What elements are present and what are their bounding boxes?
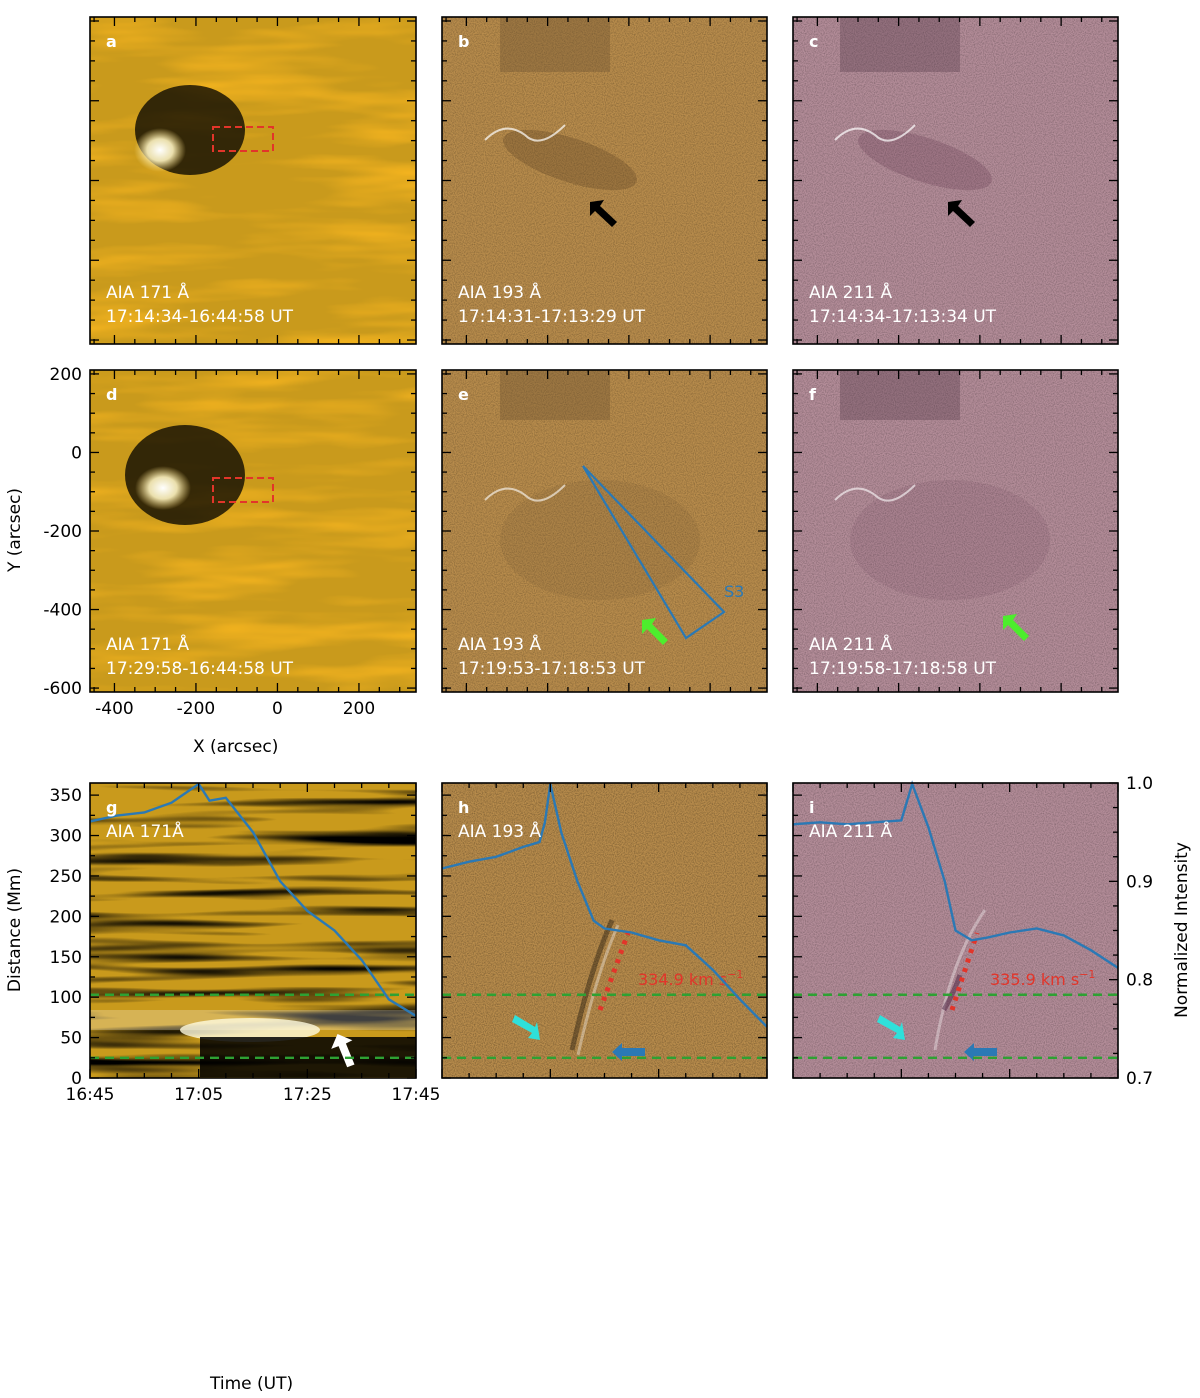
region-box xyxy=(212,126,274,152)
speed-fit-line xyxy=(949,932,980,1011)
panel-b: b AIA 193 Å 17:14:31-17:13:29 UT xyxy=(441,16,768,345)
y2-tick-label: 0.7 xyxy=(1126,1069,1153,1089)
panel-e: S3 e AIA 193 Å 17:19:53-17:18:53 UT xyxy=(441,369,768,693)
panel-letter: b xyxy=(458,32,469,51)
y-tick-label: 0 xyxy=(71,1069,82,1089)
x-tick-label: -400 xyxy=(95,699,134,719)
slit-label: S3 xyxy=(724,582,744,601)
panel-letter: d xyxy=(106,385,117,404)
panel-c: c AIA 211 Å 17:14:34-17:13:34 UT xyxy=(792,16,1119,345)
black-arrow xyxy=(590,200,617,227)
blue-arrow xyxy=(964,1043,997,1061)
speed-label: 335.9 km s−1 xyxy=(990,968,1095,989)
y-tick-label: 200 xyxy=(50,907,82,927)
y-axis-label: Y (arcsec) xyxy=(5,488,25,573)
x-axis-label: X (arcsec) xyxy=(193,737,278,757)
y2-axis-label: Normalized Intensity xyxy=(1172,842,1192,1018)
intensity-curve xyxy=(792,780,1119,969)
panel-letter: f xyxy=(809,385,817,404)
panel-time: 17:14:34-17:13:34 UT xyxy=(809,307,997,327)
panel-f: f AIA 211 Å 17:19:58-17:18:58 UT xyxy=(792,369,1119,693)
cyan-arrow xyxy=(512,1015,540,1040)
panel-label: AIA 193 Å xyxy=(458,281,542,303)
panel-a: a AIA 171 Å 17:14:34-16:44:58 UT xyxy=(89,16,417,345)
y-tick-label: -400 xyxy=(43,601,82,621)
panel-i: 335.9 km s−1 i AIA 211 Å xyxy=(792,780,1119,1079)
panel-time: 17:29:58-16:44:58 UT xyxy=(106,659,294,679)
x-tick-label: 200 xyxy=(343,699,375,719)
speed-fit-line xyxy=(597,932,631,1011)
panel-letter: c xyxy=(809,32,818,51)
blue-arrow xyxy=(612,1043,645,1061)
panel-label: AIA 171 Å xyxy=(106,281,190,303)
y-tick-label: 350 xyxy=(50,786,82,806)
panel-time: 17:19:53-17:18:53 UT xyxy=(458,659,646,679)
intensity-curve xyxy=(89,782,417,1018)
y-tick-label: 300 xyxy=(50,827,82,847)
panel-g: g AIA 171Å xyxy=(89,782,417,1079)
panel-label: AIA 171 Å xyxy=(106,633,190,655)
y-axis-label: Distance (Mm) xyxy=(5,868,25,992)
cyan-arrow xyxy=(877,1015,905,1040)
y-tick-label: 150 xyxy=(50,948,82,968)
y-tick-label: 50 xyxy=(60,1029,82,1049)
y-tick-label: 0 xyxy=(71,443,82,463)
y-tick-label: 200 xyxy=(50,365,82,385)
x-tick-label: -200 xyxy=(177,699,216,719)
region-box xyxy=(212,477,274,503)
intensity-curve xyxy=(441,783,768,1028)
panel-label: AIA 211 Å xyxy=(809,633,893,655)
black-arrow xyxy=(948,200,975,227)
y2-tick-label: 1.0 xyxy=(1126,774,1153,794)
panel-d: d AIA 171 Å 17:29:58-16:44:58 UT xyxy=(89,369,417,693)
panel-label: AIA 193 Å xyxy=(458,633,542,655)
panel-letter: e xyxy=(458,385,469,404)
y-tick-label: -200 xyxy=(43,522,82,542)
panel-time: 17:14:34-16:44:58 UT xyxy=(106,307,294,327)
x-tick-label: 17:05 xyxy=(174,1085,223,1105)
x-tick-label: 16:45 xyxy=(66,1085,115,1105)
x-axis-label: Time (UT) xyxy=(209,1374,293,1394)
speed-label: 334.9 km s−1 xyxy=(638,968,743,989)
panel-letter: h xyxy=(458,798,469,817)
panel-h: 334.9 km s−1 h AIA 193 Å xyxy=(441,782,768,1079)
x-tick-label: 17:45 xyxy=(392,1085,441,1105)
panel-letter: a xyxy=(106,32,117,51)
green-arrow xyxy=(1003,614,1029,641)
y2-tick-label: 0.9 xyxy=(1126,872,1153,892)
y2-tick-label: 0.8 xyxy=(1126,971,1153,991)
x-tick-label: 0 xyxy=(272,699,283,719)
panel-label: AIA 211 Å xyxy=(809,281,893,303)
x-tick-label: 17:25 xyxy=(283,1085,332,1105)
panel-letter: g xyxy=(106,798,117,817)
panel-label: AIA 193 Å xyxy=(458,820,542,842)
axis-ticks: -400 -200 0 200 200 0 -200 -400 -600 16:45 17:05 17… xyxy=(43,17,1153,1105)
y-tick-label: 250 xyxy=(50,867,82,887)
panel-label: AIA 211 Å xyxy=(809,820,893,842)
y-tick-label: 100 xyxy=(50,988,82,1008)
panel-time: 17:19:58-17:18:58 UT xyxy=(809,659,997,679)
y-tick-label: -600 xyxy=(43,679,82,699)
green-arrow xyxy=(642,618,668,645)
panel-letter: i xyxy=(809,798,814,817)
panel-time: 17:14:31-17:13:29 UT xyxy=(458,307,646,327)
slit-s3 xyxy=(582,465,726,640)
panel-label: AIA 171Å xyxy=(106,820,184,842)
